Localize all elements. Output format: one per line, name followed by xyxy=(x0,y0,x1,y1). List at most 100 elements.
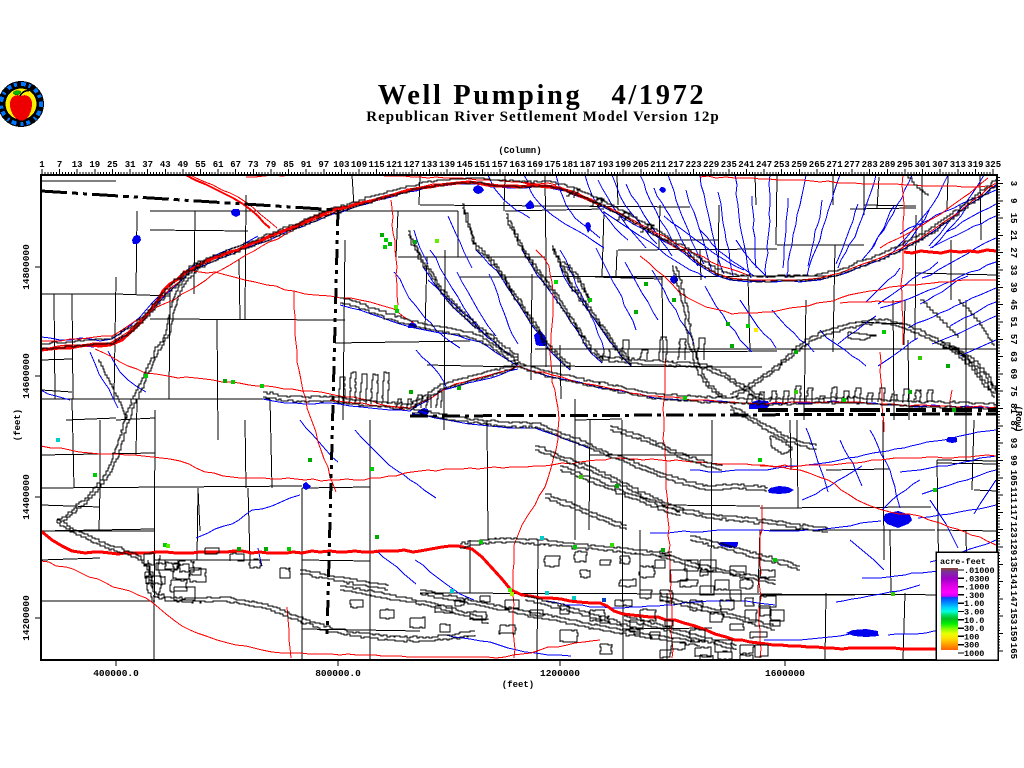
svg-text:99: 99 xyxy=(1008,455,1018,466)
svg-text:277: 277 xyxy=(844,160,860,170)
svg-text:205: 205 xyxy=(633,160,649,170)
svg-text:325: 325 xyxy=(985,160,1001,170)
svg-text:39: 39 xyxy=(1008,282,1018,293)
svg-text:1600000: 1600000 xyxy=(765,668,805,679)
svg-text:175: 175 xyxy=(545,160,561,170)
svg-text:153: 153 xyxy=(1008,608,1018,624)
svg-text:129: 129 xyxy=(1008,539,1018,555)
svg-text:14800000: 14800000 xyxy=(21,244,32,290)
svg-text:93: 93 xyxy=(1008,438,1018,449)
svg-text:81: 81 xyxy=(1008,403,1018,414)
svg-text:247: 247 xyxy=(756,160,772,170)
svg-text:117: 117 xyxy=(1008,504,1018,520)
svg-text:15: 15 xyxy=(1008,213,1018,224)
svg-text:25: 25 xyxy=(107,160,118,170)
svg-text:105: 105 xyxy=(1008,470,1018,486)
svg-text:217: 217 xyxy=(668,160,684,170)
svg-text:139: 139 xyxy=(439,160,455,170)
svg-text:(feet): (feet) xyxy=(502,680,534,690)
svg-text:199: 199 xyxy=(615,160,631,170)
svg-text:61: 61 xyxy=(213,160,224,170)
svg-text:145: 145 xyxy=(457,160,473,170)
svg-text:3: 3 xyxy=(1008,181,1018,186)
svg-text:1: 1 xyxy=(39,160,45,170)
svg-text:1200000: 1200000 xyxy=(540,668,580,679)
svg-text:.01000: .01000 xyxy=(964,566,995,576)
svg-text:135: 135 xyxy=(1008,556,1018,572)
svg-text:181: 181 xyxy=(562,160,579,170)
svg-text:121: 121 xyxy=(386,160,403,170)
svg-text:241: 241 xyxy=(738,160,755,170)
svg-text:211: 211 xyxy=(650,160,667,170)
svg-text:85: 85 xyxy=(283,160,294,170)
svg-text:157: 157 xyxy=(492,160,508,170)
svg-text:283: 283 xyxy=(862,160,878,170)
svg-text:253: 253 xyxy=(774,160,790,170)
svg-text:(feet): (feet) xyxy=(13,409,23,441)
svg-text:289: 289 xyxy=(879,160,895,170)
svg-text:7: 7 xyxy=(57,160,62,170)
svg-text:133: 133 xyxy=(421,160,437,170)
svg-text:Republican River Settlement Mo: Republican River Settlement Model Versio… xyxy=(366,109,719,125)
svg-text:147: 147 xyxy=(1008,591,1018,607)
svg-text:43: 43 xyxy=(160,160,171,170)
svg-text:33: 33 xyxy=(1008,265,1018,276)
svg-text:.1000: .1000 xyxy=(964,583,990,593)
svg-text:300: 300 xyxy=(964,641,979,651)
svg-text:30.0: 30.0 xyxy=(964,624,984,634)
svg-text:169: 169 xyxy=(527,160,543,170)
svg-text:9: 9 xyxy=(1008,198,1018,203)
svg-text:(Row): (Row) xyxy=(1013,405,1023,432)
svg-text:1.00: 1.00 xyxy=(964,599,984,609)
svg-text:295: 295 xyxy=(897,160,913,170)
svg-text:271: 271 xyxy=(826,160,843,170)
svg-text:235: 235 xyxy=(721,160,737,170)
svg-text:57: 57 xyxy=(1008,334,1018,345)
svg-text:313: 313 xyxy=(950,160,966,170)
svg-text:37: 37 xyxy=(142,160,153,170)
svg-text:91: 91 xyxy=(301,160,312,170)
svg-text:1000: 1000 xyxy=(964,649,984,659)
svg-text:31: 31 xyxy=(125,160,136,170)
svg-text:187: 187 xyxy=(580,160,596,170)
svg-text:69: 69 xyxy=(1008,368,1018,379)
svg-text:259: 259 xyxy=(791,160,807,170)
svg-text:103: 103 xyxy=(333,160,349,170)
svg-text:223: 223 xyxy=(685,160,701,170)
svg-text:73: 73 xyxy=(248,160,259,170)
svg-text:301: 301 xyxy=(914,160,931,170)
svg-text:163: 163 xyxy=(509,160,525,170)
svg-text:193: 193 xyxy=(597,160,613,170)
svg-text:151: 151 xyxy=(474,160,491,170)
svg-text:10.0: 10.0 xyxy=(964,616,984,626)
svg-text:63: 63 xyxy=(1008,351,1018,362)
svg-text:Well Pumping 4/1972: Well Pumping 4/1972 xyxy=(378,80,707,111)
svg-text:49: 49 xyxy=(177,160,188,170)
svg-text:100: 100 xyxy=(964,632,979,642)
svg-text:21: 21 xyxy=(1008,230,1018,241)
svg-text:165: 165 xyxy=(1008,643,1018,659)
svg-text:51: 51 xyxy=(1008,317,1018,328)
svg-text:115: 115 xyxy=(368,160,384,170)
svg-text:87: 87 xyxy=(1008,420,1018,431)
svg-text:400000.0: 400000.0 xyxy=(93,668,139,679)
svg-text:14200000: 14200000 xyxy=(21,595,32,641)
svg-text:111: 111 xyxy=(1008,487,1018,504)
svg-text:27: 27 xyxy=(1008,247,1018,258)
svg-text:127: 127 xyxy=(404,160,420,170)
svg-text:265: 265 xyxy=(809,160,825,170)
svg-text:(Column): (Column) xyxy=(498,146,541,156)
svg-text:13: 13 xyxy=(72,160,83,170)
svg-text:75: 75 xyxy=(1008,386,1018,397)
svg-text:19: 19 xyxy=(89,160,100,170)
svg-text:123: 123 xyxy=(1008,522,1018,538)
svg-text:141: 141 xyxy=(1008,573,1018,590)
svg-text:acre-feet: acre-feet xyxy=(940,557,986,567)
svg-text:14600000: 14600000 xyxy=(21,353,32,399)
svg-text:55: 55 xyxy=(195,160,206,170)
svg-text:.0300: .0300 xyxy=(964,574,990,584)
svg-text:.300: .300 xyxy=(964,591,984,601)
svg-text:319: 319 xyxy=(967,160,983,170)
svg-text:14400000: 14400000 xyxy=(21,474,32,520)
svg-text:800000.0: 800000.0 xyxy=(315,668,361,679)
